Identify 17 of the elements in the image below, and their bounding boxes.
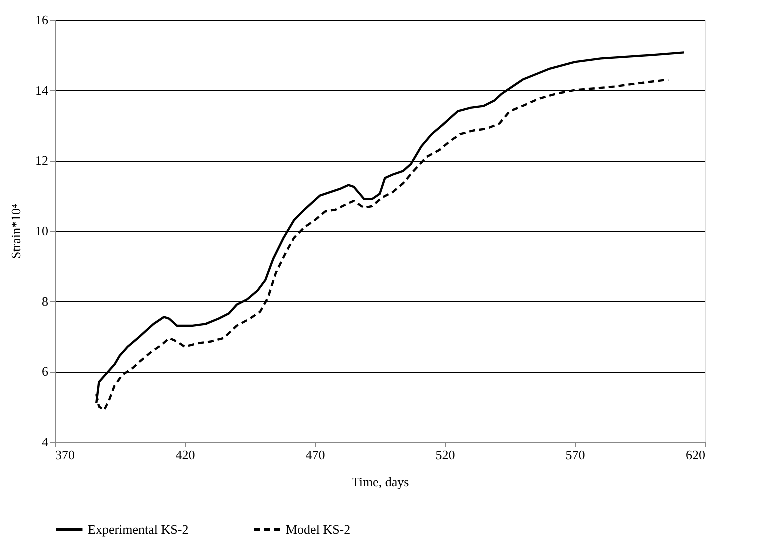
x-tick-label: 370 — [56, 448, 75, 462]
x-axis-title: Time, days — [352, 474, 410, 490]
y-tick-label: 16 — [36, 12, 49, 28]
x-tick-label: 470 — [306, 448, 326, 462]
legend-label: Model KS-2 — [286, 522, 351, 537]
y-tick-label: 6 — [42, 364, 49, 380]
x-tick-label: 620 — [686, 448, 706, 462]
legend-label: Experimental KS-2 — [88, 522, 189, 537]
y-tick-label: 12 — [36, 153, 48, 168]
x-tick-label: 570 — [566, 448, 586, 462]
y-tick-label: 8 — [42, 294, 48, 309]
y-tick-label: 4 — [42, 434, 49, 450]
y-tick-label: 10 — [36, 224, 48, 238]
x-tick-label: 420 — [176, 448, 196, 462]
y-tick-label: 14 — [36, 82, 49, 98]
x-tick-label: 520 — [436, 448, 456, 462]
y-axis-title: Strain*10⁴ — [8, 203, 24, 260]
